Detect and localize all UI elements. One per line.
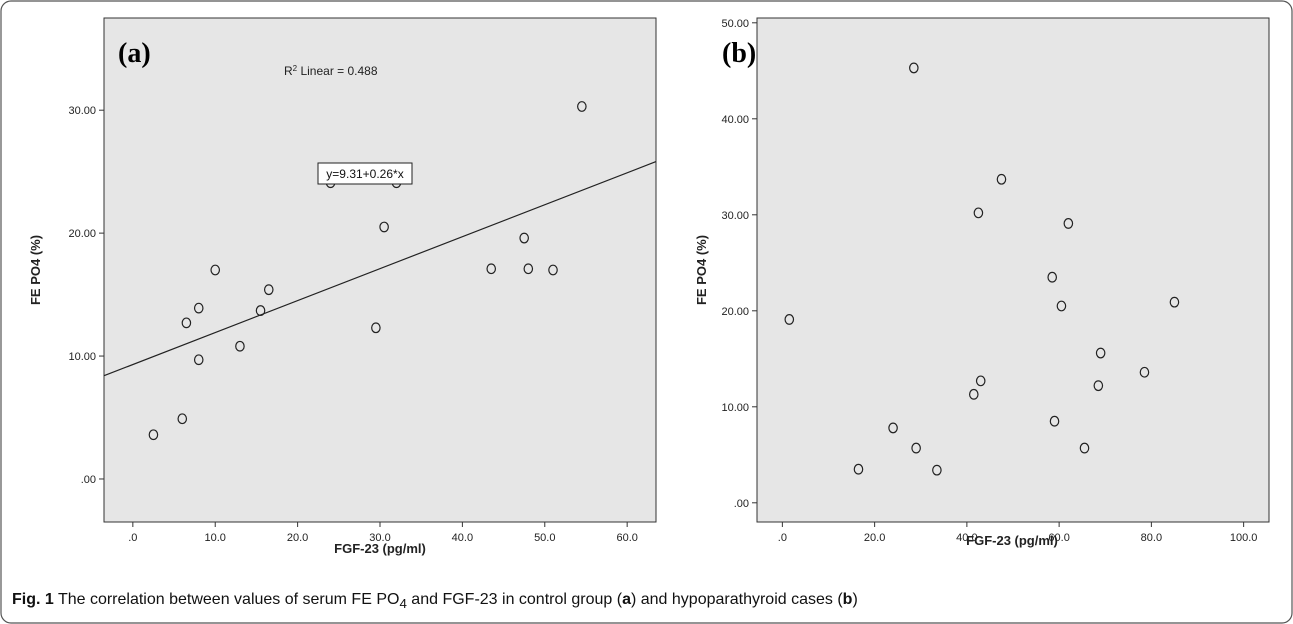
- scatter-point: [1139, 366, 1150, 378]
- scatter-point: [973, 207, 984, 219]
- panel-b-points: [784, 62, 1180, 476]
- panel-a-fit-label-box: [317, 162, 413, 185]
- caption-fig-label: Fig. 1: [12, 591, 54, 608]
- x-tick-label: 80.0: [1141, 532, 1162, 544]
- scatter-point: [371, 322, 381, 334]
- panel-b-label: (b): [722, 38, 756, 69]
- scatter-point: [975, 375, 986, 387]
- panel-a-x-axis-title: FGF-23 (pg/ml): [334, 541, 426, 556]
- scatter-point: [853, 463, 864, 475]
- panel-a: (a) R2 Linear = 0.488 .00 10.00 20.00 30.00…: [28, 17, 657, 556]
- scatter-point: [784, 314, 795, 325]
- panel-a-label: (a): [118, 38, 151, 69]
- panel-b-y-axis-title: FE PO4 (%): [694, 235, 709, 305]
- scatter-point: [193, 354, 204, 366]
- scatter-point: [911, 442, 921, 454]
- x-tick-label: 10.0: [205, 532, 226, 544]
- scatter-point: [968, 388, 979, 400]
- y-tick-label: 50.00: [721, 18, 749, 30]
- panel-a-r2-label: R2 Linear = 0.488: [284, 64, 378, 79]
- caption-text-1: The correlation between values of serum …: [53, 591, 400, 608]
- y-tick-label: 10.00: [68, 351, 96, 363]
- x-tick-label: 30.0: [369, 532, 390, 544]
- scatter-point: [193, 302, 204, 314]
- x-tick-label: 20.0: [864, 532, 885, 544]
- panel-b-x-ticks: .0 20.0 40.0 60.0 80.0 100.0: [778, 522, 1258, 544]
- figure-caption: Fig. 1 The correlation between values of…: [12, 591, 1282, 611]
- panel-a-fit-line: [103, 161, 657, 377]
- x-tick-label: 60.0: [1048, 532, 1069, 544]
- scatter-point: [255, 305, 266, 316]
- scatter-point: [379, 221, 389, 233]
- y-tick-label: 10.00: [721, 402, 749, 414]
- scatter-point: [932, 464, 942, 476]
- scatter-point: [263, 284, 274, 296]
- scatter-point: [577, 101, 587, 112]
- scatter-point: [1063, 218, 1074, 229]
- scatter-point: [519, 232, 529, 244]
- caption-subscript: 4: [399, 596, 407, 612]
- x-tick-label: 20.0: [287, 532, 308, 544]
- caption-text-3: ) and hypoparathyroid cases (: [630, 591, 843, 608]
- scatter-point: [177, 413, 188, 425]
- scatter-point: [1079, 442, 1090, 454]
- scatter-point: [1049, 415, 1060, 427]
- scatter-point: [1047, 271, 1058, 283]
- y-tick-label: 40.00: [721, 114, 749, 126]
- x-tick-label: .0: [778, 532, 787, 544]
- caption-text-2: and FGF-23 in control group (: [406, 591, 623, 608]
- scatter-point: [1095, 347, 1106, 359]
- panel-a-plot-area: [103, 17, 657, 523]
- scatter-point: [888, 422, 898, 434]
- panel-b-x-axis-title: FGF-23 (pg/ml): [966, 533, 1058, 548]
- panel-b-y-ticks: .00 10.00 20.00 30.00 40.00 50.00: [721, 18, 757, 510]
- y-tick-label: 30.00: [721, 210, 749, 222]
- scatter-point: [909, 62, 919, 74]
- panel-a-y-axis-title: FE PO4 (%): [28, 235, 43, 305]
- scatter-point: [1093, 380, 1104, 392]
- scatter-point: [1056, 300, 1067, 312]
- y-tick-label: 20.00: [721, 306, 749, 318]
- x-tick-label: 100.0: [1230, 532, 1258, 544]
- y-tick-label: 20.00: [68, 228, 96, 240]
- x-tick-label: .0: [128, 532, 137, 544]
- caption-text-4: ): [852, 591, 858, 608]
- x-tick-label: 60.0: [616, 532, 637, 544]
- scatter-point: [523, 263, 534, 275]
- scatter-point: [148, 429, 159, 441]
- y-tick-label: .00: [81, 474, 96, 486]
- x-tick-label: 50.0: [534, 532, 555, 544]
- panel-a-x-ticks: .0 10.0 20.0 30.0 40.0 50.0 60.0: [128, 522, 638, 544]
- scatter-point: [235, 340, 245, 352]
- scatter-point: [1169, 296, 1180, 308]
- scatter-point: [486, 263, 497, 275]
- caption-ref-a: a: [622, 591, 631, 608]
- scatter-point: [548, 264, 558, 276]
- panel-a-fit-label-text: y=9.31+0.26*x: [326, 167, 403, 181]
- panel-b: (b) .00 10.00 20.00 30.00 40.00 50.00 .0 20.0 4…: [694, 17, 1270, 548]
- y-tick-label: 30.00: [68, 105, 96, 117]
- scatter-point: [996, 173, 1007, 185]
- x-tick-label: 40.0: [452, 532, 473, 544]
- x-tick-label: 40.0: [956, 532, 977, 544]
- panel-b-plot-area: [756, 17, 1270, 523]
- panel-a-y-ticks: .00 10.00 20.00 30.00: [68, 105, 104, 486]
- scatter-point: [181, 317, 192, 329]
- panel-a-fit-label: y=9.31+0.26*x: [317, 162, 413, 185]
- y-tick-label: .00: [734, 498, 749, 510]
- scatter-point: [210, 264, 221, 276]
- caption-ref-b: b: [842, 591, 853, 608]
